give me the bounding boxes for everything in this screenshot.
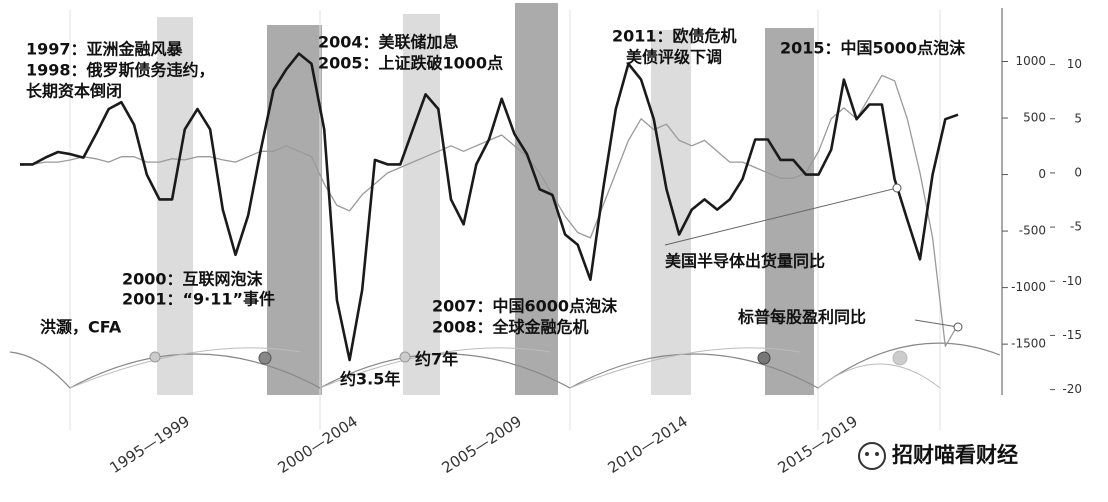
annotation: 2005：上证跌破1000点 [318,54,503,73]
annotation: 2000：互联网泡沫 [122,270,264,289]
period-band [403,14,440,395]
annotation: 2008：全球金融危机 [432,318,589,337]
arc-marker [149,351,161,363]
y2-tick-label: -10 [1062,274,1082,288]
y-tick-label: -1000 [1011,280,1046,294]
y-tick-label: 1000 [1015,54,1046,68]
y2-tick-label: -15 [1062,328,1082,342]
annotation: 1997：亚洲金融风暴 [26,40,184,59]
series-label: 标普每股盈利同比 [737,308,866,327]
annotation: 长期资本倒闭 [26,82,122,101]
y-tick-label: 500 [1023,111,1046,125]
y2-tick-label: -5 [1070,220,1082,234]
y2-tick-label: -20 [1062,382,1082,396]
watermark-text: 招财喵看财经 [892,443,1018,467]
annotation: 洪灏，CFA [40,318,122,337]
period-band [651,30,691,395]
leader-line [914,319,959,328]
leader-marker [953,322,963,332]
vertical-guides [69,10,941,430]
y2-tick-label: 0 [1074,165,1082,179]
y-tick-label: -500 [1019,224,1046,238]
arc-marker [399,351,411,363]
watermark-icon [875,452,879,456]
background-layer [9,3,1003,430]
x-period-label: 1995—1999 [107,412,193,477]
annotation: 2004：美联储加息 [318,33,459,52]
watermark-icon [858,442,886,470]
annotation: 1998：俄罗斯债务违约， [26,61,215,80]
arc-marker [757,351,771,365]
leader-marker [892,183,902,193]
period-band [157,17,193,395]
watermark: 招财喵看财经 [858,442,1018,470]
annotation: 2007：中国6000点泡沫 [432,297,618,316]
period-band [765,28,814,395]
annotation: 2015：中国5000点泡沫 [780,39,966,58]
x-period-label: 2010—2014 [605,412,691,477]
annotation: 约7年 [415,350,458,369]
watermark-icon [865,452,869,456]
cycle-arcs [9,342,1001,389]
y2-tick-label: 10 [1067,57,1082,71]
y2-tick-label: 5 [1074,111,1082,125]
annotation: 2001：“9·11”事件 [122,290,275,309]
arc-marker [892,350,908,366]
y-tick-label: -1500 [1011,337,1046,351]
x-period-label: 2000—2004 [275,412,361,477]
y-tick-label: 0 [1038,167,1046,181]
series-line [20,52,959,362]
x-period-label: 2005—2009 [439,412,525,477]
period-band [515,3,558,395]
annotation: 美债评级下调 [626,48,722,67]
series-label: 美国半导体出货量同比 [665,252,825,271]
leader-line [664,187,898,246]
annotation: 约3.5年 [340,370,400,389]
cycle-arcs-minor [69,347,941,389]
annotation: 2011：欧债危机 [612,27,737,46]
arc-marker [258,351,272,365]
